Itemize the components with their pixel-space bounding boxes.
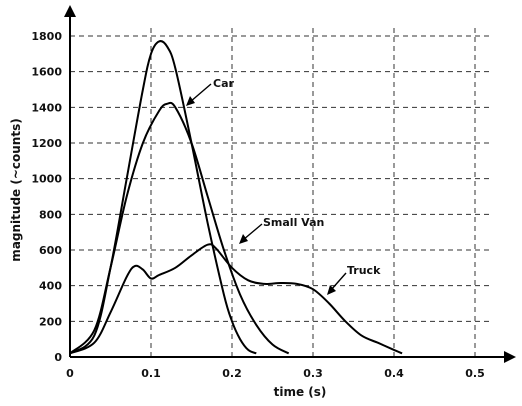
y-axis-arrow-icon xyxy=(64,5,76,17)
tick-labels: 0 200 400 600 800 1000 1200 1400 1600 1800 0 0.1 0.2… xyxy=(31,30,484,380)
series-line-car xyxy=(69,40,257,355)
annotation-small-van-arrow-line xyxy=(242,223,263,241)
annotation-car-arrow-icon xyxy=(186,96,195,106)
x-tick-label: 0.5 xyxy=(465,367,485,380)
series-line-truck xyxy=(69,243,403,355)
series-line-small-van xyxy=(69,101,290,355)
x-tick-label: 0.3 xyxy=(303,367,323,380)
x-tick-label: 0 xyxy=(66,367,74,380)
annotation-car-label: Car xyxy=(213,77,234,90)
y-tick-label: 1400 xyxy=(31,101,62,114)
x-tick-label: 0.1 xyxy=(141,367,161,380)
y-tick-label: 800 xyxy=(39,208,62,221)
y-axis-title: magnitude (~counts) xyxy=(9,118,23,261)
y-tick-label: 1200 xyxy=(31,137,62,150)
annotation-car-arrow-line xyxy=(189,83,212,103)
y-tick-label: 1000 xyxy=(31,173,62,186)
x-tick-label: 0.2 xyxy=(222,367,242,380)
y-tick-label: 400 xyxy=(39,280,62,293)
y-tick-label: 200 xyxy=(39,315,62,328)
y-tick-label: 1800 xyxy=(31,30,62,43)
annotation-car: Car xyxy=(186,77,234,106)
annotation-truck-arrow-line xyxy=(330,272,347,291)
grid xyxy=(70,28,490,357)
axes xyxy=(64,5,516,363)
x-axis-title: time (s) xyxy=(274,385,327,399)
annotation-truck-arrow-icon xyxy=(327,285,336,295)
x-axis-arrow-icon xyxy=(504,351,516,363)
annotation-small-van-label: Small Van xyxy=(263,216,324,229)
y-tick-label: 1600 xyxy=(31,66,62,79)
x-tick-label: 0.4 xyxy=(384,367,404,380)
annotation-small-van: Small Van xyxy=(239,216,324,244)
y-tick-label: 600 xyxy=(39,244,62,257)
y-tick-label: 0 xyxy=(54,351,62,364)
annotation-small-van-arrow-icon xyxy=(239,234,248,244)
annotation-truck: Truck xyxy=(327,264,381,295)
series-lines xyxy=(69,40,403,355)
annotation-truck-label: Truck xyxy=(347,264,381,277)
